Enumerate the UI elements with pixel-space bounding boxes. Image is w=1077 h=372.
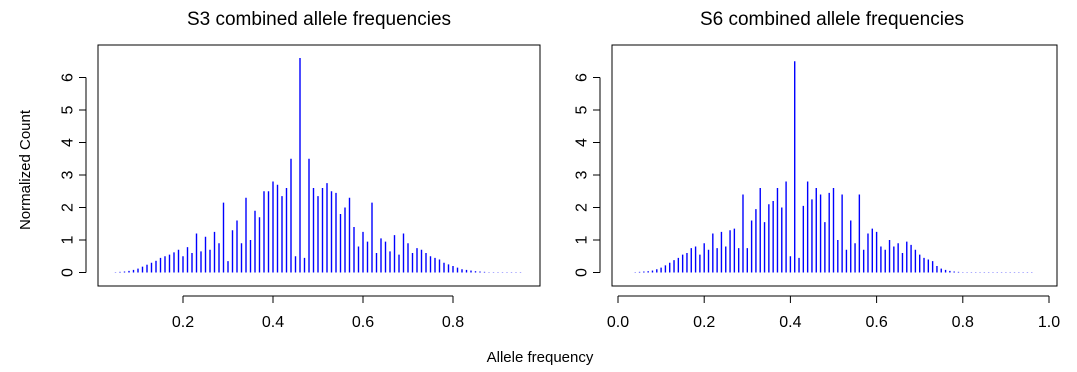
- x-tick-label: 0.6: [865, 314, 887, 331]
- x-tick-label: 0.6: [352, 314, 374, 331]
- x-tick-label: 0.4: [779, 314, 801, 331]
- y-tick-label: 6: [60, 73, 77, 82]
- y-tick-label: 6: [574, 73, 591, 82]
- chart-title: S6 combined allele frequencies: [700, 9, 964, 30]
- x-axis-title: Allele frequency: [487, 349, 594, 366]
- y-axis-title: Normalized Count: [17, 109, 34, 230]
- y-tick-label: 3: [574, 170, 591, 179]
- x-tick-label: 0.2: [172, 314, 194, 331]
- y-tick-label: 2: [60, 203, 77, 212]
- y-tick-label: 5: [574, 105, 591, 114]
- y-tick-label: 1: [574, 235, 591, 244]
- plot-frame: [97, 44, 541, 287]
- chart-panel-s6: S6 combined allele frequencies 0.0 0.2 0.4…: [574, 9, 1061, 331]
- x-tick-label: 0.2: [693, 314, 715, 331]
- y-axis: 0 1 2 3 4 5 6: [60, 73, 87, 277]
- x-axis: 0.0 0.2 0.4 0.6 0.8 1.0: [607, 295, 1060, 331]
- x-tick-label: 0.8: [442, 314, 464, 331]
- y-tick-label: 0: [60, 268, 77, 277]
- x-tick-label: 0.4: [262, 314, 284, 331]
- y-tick-label: 3: [60, 170, 77, 179]
- y-tick-label: 5: [60, 105, 77, 114]
- chart-title: S3 combined allele frequencies: [187, 9, 451, 30]
- plot-frame: [611, 44, 1058, 287]
- y-tick-label: 4: [60, 138, 77, 147]
- x-tick-label: 0.8: [952, 314, 974, 331]
- x-axis: 0.2 0.4 0.6 0.8: [172, 295, 464, 331]
- y-tick-label: 0: [574, 268, 591, 277]
- y-tick-label: 1: [60, 235, 77, 244]
- x-tick-label: 1.0: [1038, 314, 1060, 331]
- y-tick-label: 4: [574, 138, 591, 147]
- bars: [634, 61, 1033, 273]
- y-axis: 0 1 2 3 4 5 6: [574, 73, 601, 277]
- y-tick-label: 2: [574, 203, 591, 212]
- chart-panel-s3: S3 combined allele frequencies 0.2 0.4 0.6…: [60, 9, 541, 331]
- bars: [114, 58, 522, 273]
- x-tick-label: 0.0: [607, 314, 629, 331]
